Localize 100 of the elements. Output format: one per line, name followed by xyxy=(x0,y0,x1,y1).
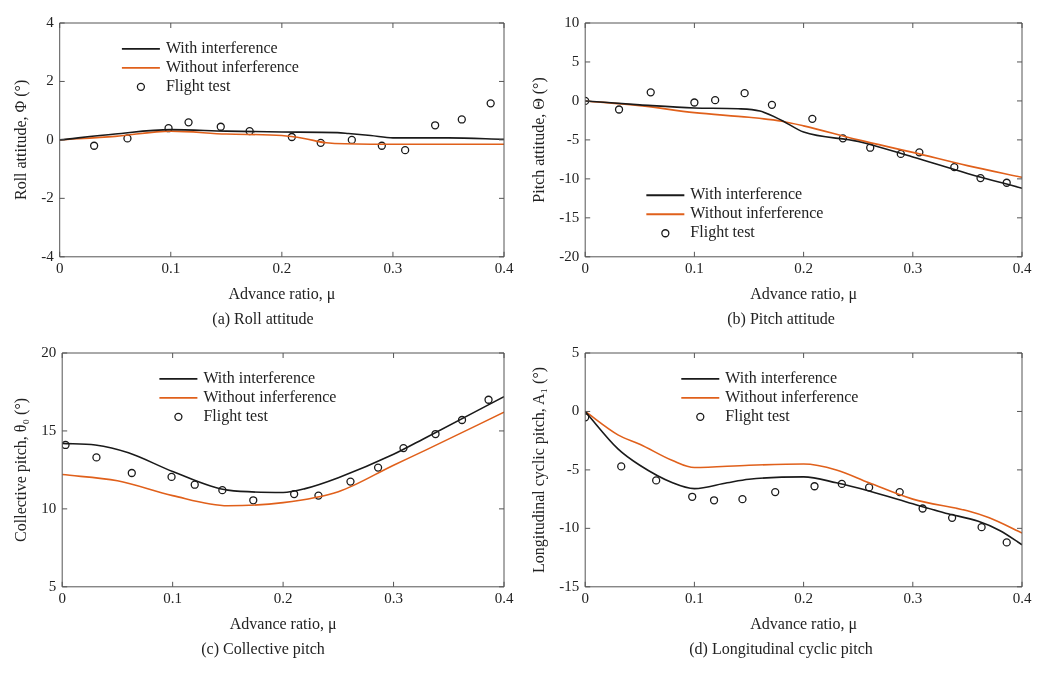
x-axis-title: Advance ratio, μ xyxy=(750,284,857,303)
y-tick-label: 10 xyxy=(41,499,57,516)
legend-label: Flight test xyxy=(203,407,269,426)
legend-label: Without inferference xyxy=(690,204,824,222)
y-tick-label: -10 xyxy=(559,519,580,536)
y-tick-label: 2 xyxy=(46,72,54,89)
x-tick-label: 0.1 xyxy=(163,589,183,606)
point xyxy=(184,118,193,127)
point xyxy=(1002,178,1011,187)
y-axis-title: Pitch attitude, Θ (°) xyxy=(529,77,548,203)
text: (c) Collective pitch xyxy=(201,640,325,658)
legend-label: Flight test xyxy=(725,407,791,426)
y-tick-label: 20 xyxy=(41,343,57,360)
y-tick-label: -20 xyxy=(559,247,580,264)
point xyxy=(688,492,697,501)
y-tick-label: 10 xyxy=(564,13,580,30)
legend-label: Flight test xyxy=(690,223,756,242)
legend-label: With interference xyxy=(690,185,803,203)
point xyxy=(711,96,720,105)
point xyxy=(400,145,410,155)
point xyxy=(771,487,780,497)
legend-label: Without inferference xyxy=(203,388,337,406)
point xyxy=(287,132,296,142)
legend-label: Without inferference xyxy=(165,58,299,76)
x-tick-label: 0.2 xyxy=(794,589,813,606)
x-tick-label: 0.3 xyxy=(903,589,923,606)
point xyxy=(810,482,819,491)
y-tick-label: 0 xyxy=(46,130,54,147)
point xyxy=(838,134,848,143)
y-tick-label: -10 xyxy=(559,169,580,186)
x-axis-title: Advance ratio, μ xyxy=(229,614,337,633)
point xyxy=(977,523,986,532)
y-tick-label: -5 xyxy=(566,460,580,477)
point xyxy=(346,477,355,486)
text: (a) Roll attitude xyxy=(212,310,314,328)
point xyxy=(709,496,719,505)
point xyxy=(690,98,699,107)
point xyxy=(486,99,495,108)
point xyxy=(614,105,624,114)
y-tick-label: 4 xyxy=(46,13,55,30)
y-axis-title: Roll attitude, Φ (°) xyxy=(11,79,30,201)
y-tick-label: -15 xyxy=(559,577,580,594)
x-tick-label: 0.4 xyxy=(1012,259,1032,276)
point xyxy=(895,487,904,497)
point xyxy=(218,486,227,495)
y-tick-label: 0 xyxy=(571,402,580,419)
x-tick-label: 0.4 xyxy=(1012,589,1032,606)
y-tick-label: 5 xyxy=(48,577,57,594)
x-tick-label: 0.2 xyxy=(794,259,813,276)
x-tick-label: 0.2 xyxy=(273,589,293,606)
point xyxy=(167,472,176,482)
y-tick-label: -4 xyxy=(41,247,55,264)
point xyxy=(457,415,467,425)
x-tick-label: 0.1 xyxy=(161,259,181,276)
point xyxy=(484,395,493,404)
point xyxy=(976,173,985,183)
x-tick-label: 0.3 xyxy=(383,259,403,276)
point xyxy=(915,148,924,157)
point xyxy=(399,443,408,453)
point xyxy=(123,134,132,143)
point xyxy=(245,126,254,136)
x-tick-label: 0.1 xyxy=(685,259,704,276)
point xyxy=(92,453,101,462)
point xyxy=(896,149,905,159)
point xyxy=(950,163,959,172)
point xyxy=(127,468,136,478)
point xyxy=(808,114,817,124)
point xyxy=(837,479,846,489)
y-tick-label: 5 xyxy=(571,52,580,69)
y-tick-label: 15 xyxy=(41,421,57,438)
y-tick-label: 5 xyxy=(571,343,580,360)
y-axis-title: Collective pitch, θ₀ (°) xyxy=(11,397,30,542)
point xyxy=(216,122,225,131)
point xyxy=(314,491,323,500)
point xyxy=(767,100,777,109)
point xyxy=(62,440,70,450)
x-tick-label: 0.3 xyxy=(384,589,403,606)
point xyxy=(316,138,325,147)
point xyxy=(617,462,626,471)
x-tick-label: 0.4 xyxy=(494,589,514,606)
point xyxy=(89,141,99,150)
point xyxy=(646,88,655,97)
point xyxy=(866,143,875,152)
y-axis-title: Longitudinal cyclic pitch, A₁ (°) xyxy=(529,366,548,573)
text: (b) Pitch attitude xyxy=(727,310,835,328)
point xyxy=(457,115,466,124)
legend-label: With interference xyxy=(725,369,838,387)
legend-label: Without inferference xyxy=(725,388,859,406)
point xyxy=(347,135,356,145)
text: (d) Longitudinal cyclic pitch xyxy=(689,640,873,658)
point xyxy=(377,141,386,150)
x-tick-label: 0.4 xyxy=(494,259,514,276)
legend-label: Flight test xyxy=(165,77,231,96)
y-tick-label: -5 xyxy=(566,130,580,147)
point xyxy=(947,513,957,522)
point xyxy=(918,504,927,513)
point xyxy=(373,463,383,472)
point xyxy=(190,480,199,489)
point xyxy=(249,496,258,505)
x-axis-title: Advance ratio, μ xyxy=(750,614,857,633)
